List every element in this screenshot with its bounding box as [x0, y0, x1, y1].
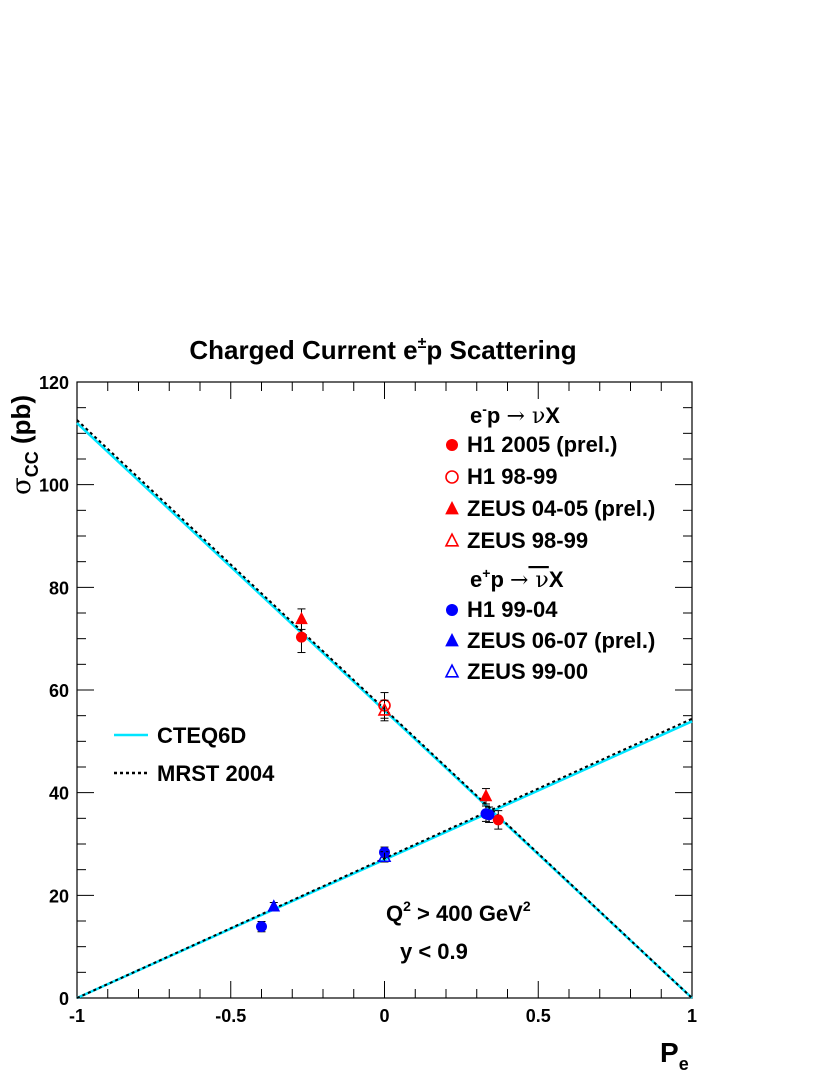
- legend-marker-h1-99-04: [446, 604, 458, 616]
- x-tick-label: -1: [69, 1006, 85, 1026]
- legend-entries: H1 2005 (prel.) H1 98-99 ZEUS 04-05 (prel.…: [444, 432, 655, 684]
- x-tick-label: 1: [687, 1006, 697, 1026]
- legend-marker-h1-2005-prel: [446, 439, 458, 451]
- y-tick-label: 120: [39, 373, 69, 393]
- legend-marker-zeus-98-99: [444, 532, 460, 547]
- legend-label-mrst-2004: MRST 2004: [157, 761, 275, 786]
- x-axis-label: Pe: [660, 1037, 689, 1074]
- legend-label-h1-2005-prel: H1 2005 (prel.): [467, 432, 617, 457]
- legend-header-positron: e+p → νX: [470, 565, 564, 593]
- legend-marker-h1-98-99: [445, 470, 459, 484]
- legend-theory: CTEQ6D MRST 2004: [114, 723, 275, 786]
- legend-label-cteq6d: CTEQ6D: [157, 723, 246, 748]
- y-tick-label: 0: [59, 989, 69, 1009]
- y-cut-annotation: y < 0.9: [400, 939, 468, 964]
- legend-marker-zeus-99-00: [444, 663, 460, 678]
- legend-marker-zeus-04-05-prel: [445, 501, 459, 515]
- legend-label-h1-99-04: H1 99-04: [467, 597, 558, 622]
- point-zeus-04-05-prel: [295, 611, 308, 625]
- point-h1-2005-prel: [492, 814, 504, 826]
- y-tick-label: 20: [49, 886, 69, 906]
- x-tick-label: 0: [379, 1006, 389, 1026]
- legend-header-electron: e-p → νX: [470, 401, 560, 429]
- point-zeus-98-99: [377, 702, 392, 716]
- plot-area-border: [76, 381, 693, 999]
- legend-label-zeus-06-07-prel: ZEUS 06-07 (prel.): [467, 628, 655, 653]
- legend-label-h1-98-99: H1 98-99: [467, 464, 558, 489]
- q2-cut-annotation: Q2 > 400 GeV2: [386, 898, 531, 926]
- point-zeus-99-00: [377, 848, 392, 863]
- legend-marker-zeus-06-07-prel: [445, 633, 459, 647]
- legend-label-zeus-04-05-prel: ZEUS 04-05 (prel.): [467, 496, 655, 521]
- point-h1-2005-prel: [295, 631, 307, 643]
- point-zeus-04-05-prel: [479, 788, 493, 802]
- point-h1-99-04: [483, 809, 495, 821]
- y-tick-label: 40: [49, 784, 69, 804]
- legend-label-zeus-99-00: ZEUS 99-00: [467, 659, 588, 684]
- x-tick-label: 0.5: [526, 1006, 551, 1026]
- data-points: [256, 608, 504, 933]
- legend-label-zeus-98-99: ZEUS 98-99: [467, 528, 588, 553]
- legend: e-p → νX e+p → νX H1 2005 (prel.) H1 98-9…: [114, 401, 655, 786]
- point-h1-99-04: [256, 921, 267, 933]
- plot-frame: [76, 381, 693, 999]
- point-zeus-06-07-prel: [267, 899, 281, 912]
- y-axis-label: σCC (pb): [6, 395, 42, 495]
- y-tick-label: 80: [49, 578, 69, 598]
- y-tick-label: 100: [39, 476, 69, 496]
- x-tick-label: -0.5: [215, 1006, 246, 1026]
- chart-title: Charged Current e±p Scattering: [189, 335, 576, 365]
- y-tick-label: 60: [49, 681, 69, 701]
- axis-ticks: -1 -0.5 0 0.5 1 0 20 40 60 80 100 120: [39, 373, 697, 1026]
